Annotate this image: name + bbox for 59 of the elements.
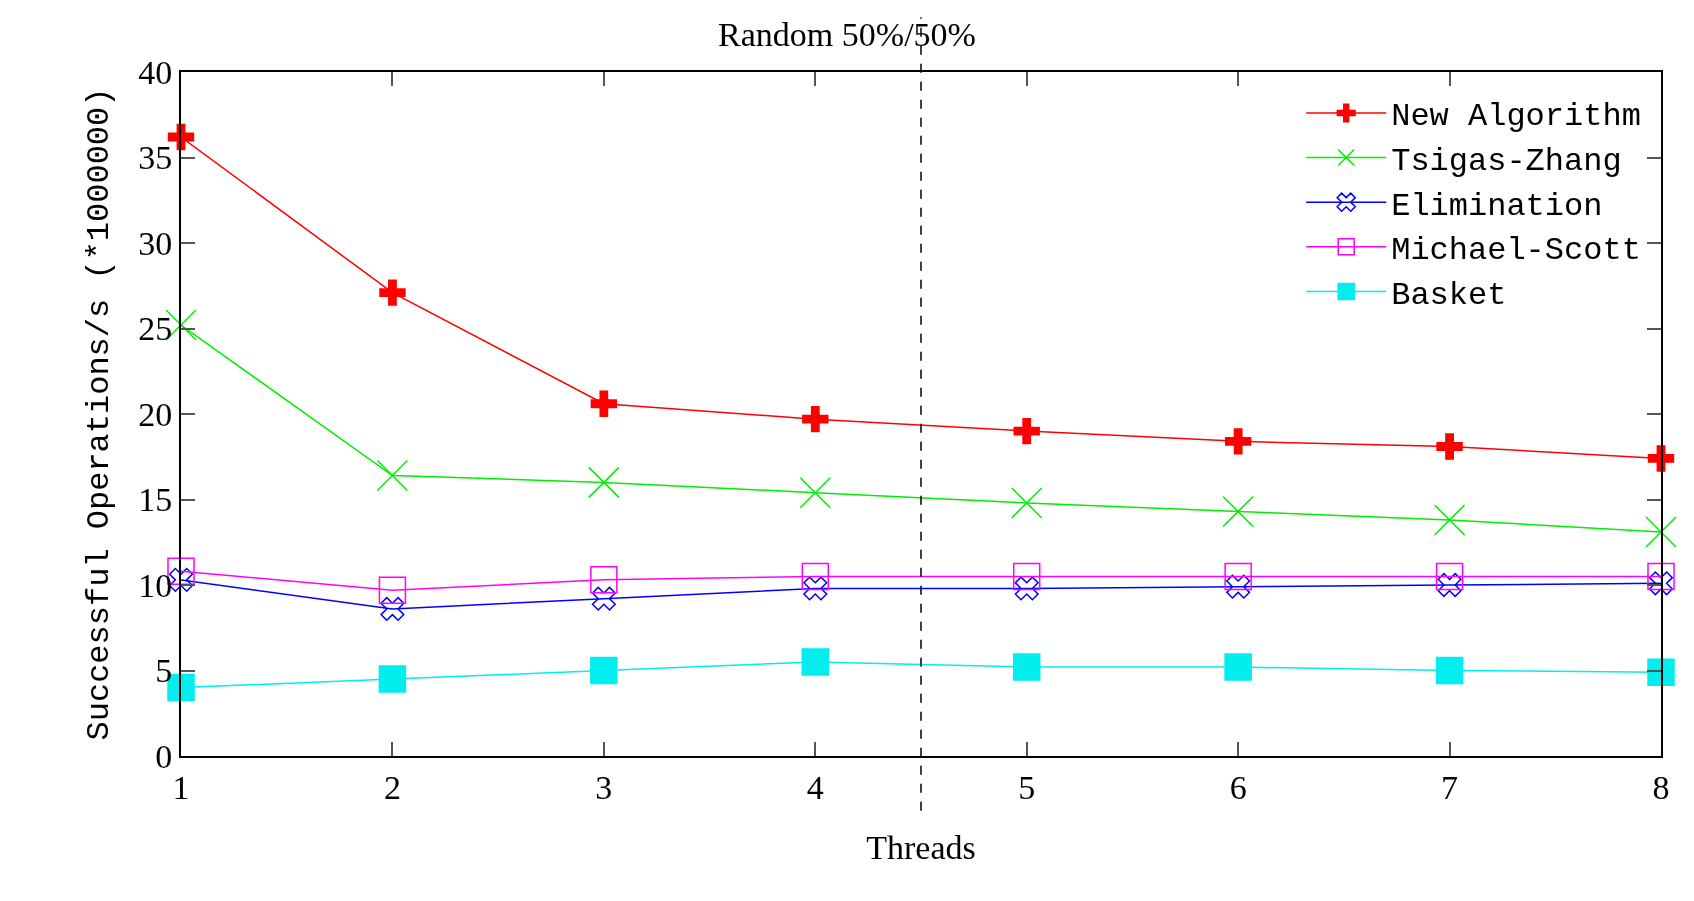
point [1647, 562, 1675, 591]
chart-title: Random 50%/50% [718, 16, 976, 54]
x-tick-label: 2 [383, 768, 401, 806]
point [1224, 653, 1252, 681]
point [1222, 495, 1254, 528]
point [1437, 572, 1462, 598]
y-tick-label: 10 [138, 566, 173, 604]
point [802, 405, 829, 433]
point [1013, 417, 1040, 445]
point [1012, 653, 1041, 681]
y-tick-label: 30 [138, 224, 173, 262]
legend-label: New Algorithm [1391, 98, 1641, 136]
legend-label: Michael-Scott [1391, 232, 1641, 270]
point [590, 566, 618, 594]
point [1435, 656, 1464, 685]
point [1226, 574, 1251, 599]
point [799, 476, 832, 509]
y-tick-label: 20 [138, 395, 173, 433]
point [1435, 562, 1464, 591]
point [1433, 504, 1466, 536]
legend-label: Tsigas-Zhang [1391, 143, 1622, 181]
point [803, 576, 828, 601]
x-axis-title: Threads [866, 828, 976, 866]
x-tick-label: 7 [1441, 768, 1459, 806]
y-tick-label: 15 [138, 481, 173, 519]
point [590, 390, 618, 417]
point [376, 459, 409, 492]
point [1014, 576, 1039, 601]
point [1647, 658, 1675, 686]
y-tick-label: 5 [155, 652, 173, 690]
x-tick-label: 3 [595, 768, 613, 806]
point [1224, 428, 1252, 455]
point [1012, 562, 1041, 591]
x-tick-label: 8 [1652, 768, 1670, 806]
point [378, 576, 407, 604]
y-tick-label: 35 [138, 139, 173, 177]
point [1648, 571, 1674, 596]
y-tick-label: 40 [138, 53, 173, 91]
point [1436, 433, 1463, 460]
point [591, 586, 616, 611]
x-tick-label: 6 [1229, 768, 1247, 806]
point [378, 665, 407, 693]
y-tick-label: 25 [138, 310, 173, 348]
point [801, 562, 830, 591]
point [1645, 516, 1677, 548]
point [380, 596, 405, 622]
x-tick-label: 5 [1018, 768, 1036, 806]
legend-label: Basket [1391, 276, 1507, 314]
point [379, 279, 406, 306]
point [590, 656, 618, 685]
y-axis-title: Successful Operations/s (*1000000) [81, 87, 118, 741]
x-tick-label: 1 [172, 768, 190, 806]
x-tick-label: 4 [806, 768, 824, 806]
point [588, 466, 620, 499]
legend-label: Elimination [1391, 187, 1603, 225]
point [1010, 487, 1043, 519]
point [1224, 562, 1252, 591]
y-tick-label: 0 [155, 737, 173, 775]
point [801, 648, 830, 676]
